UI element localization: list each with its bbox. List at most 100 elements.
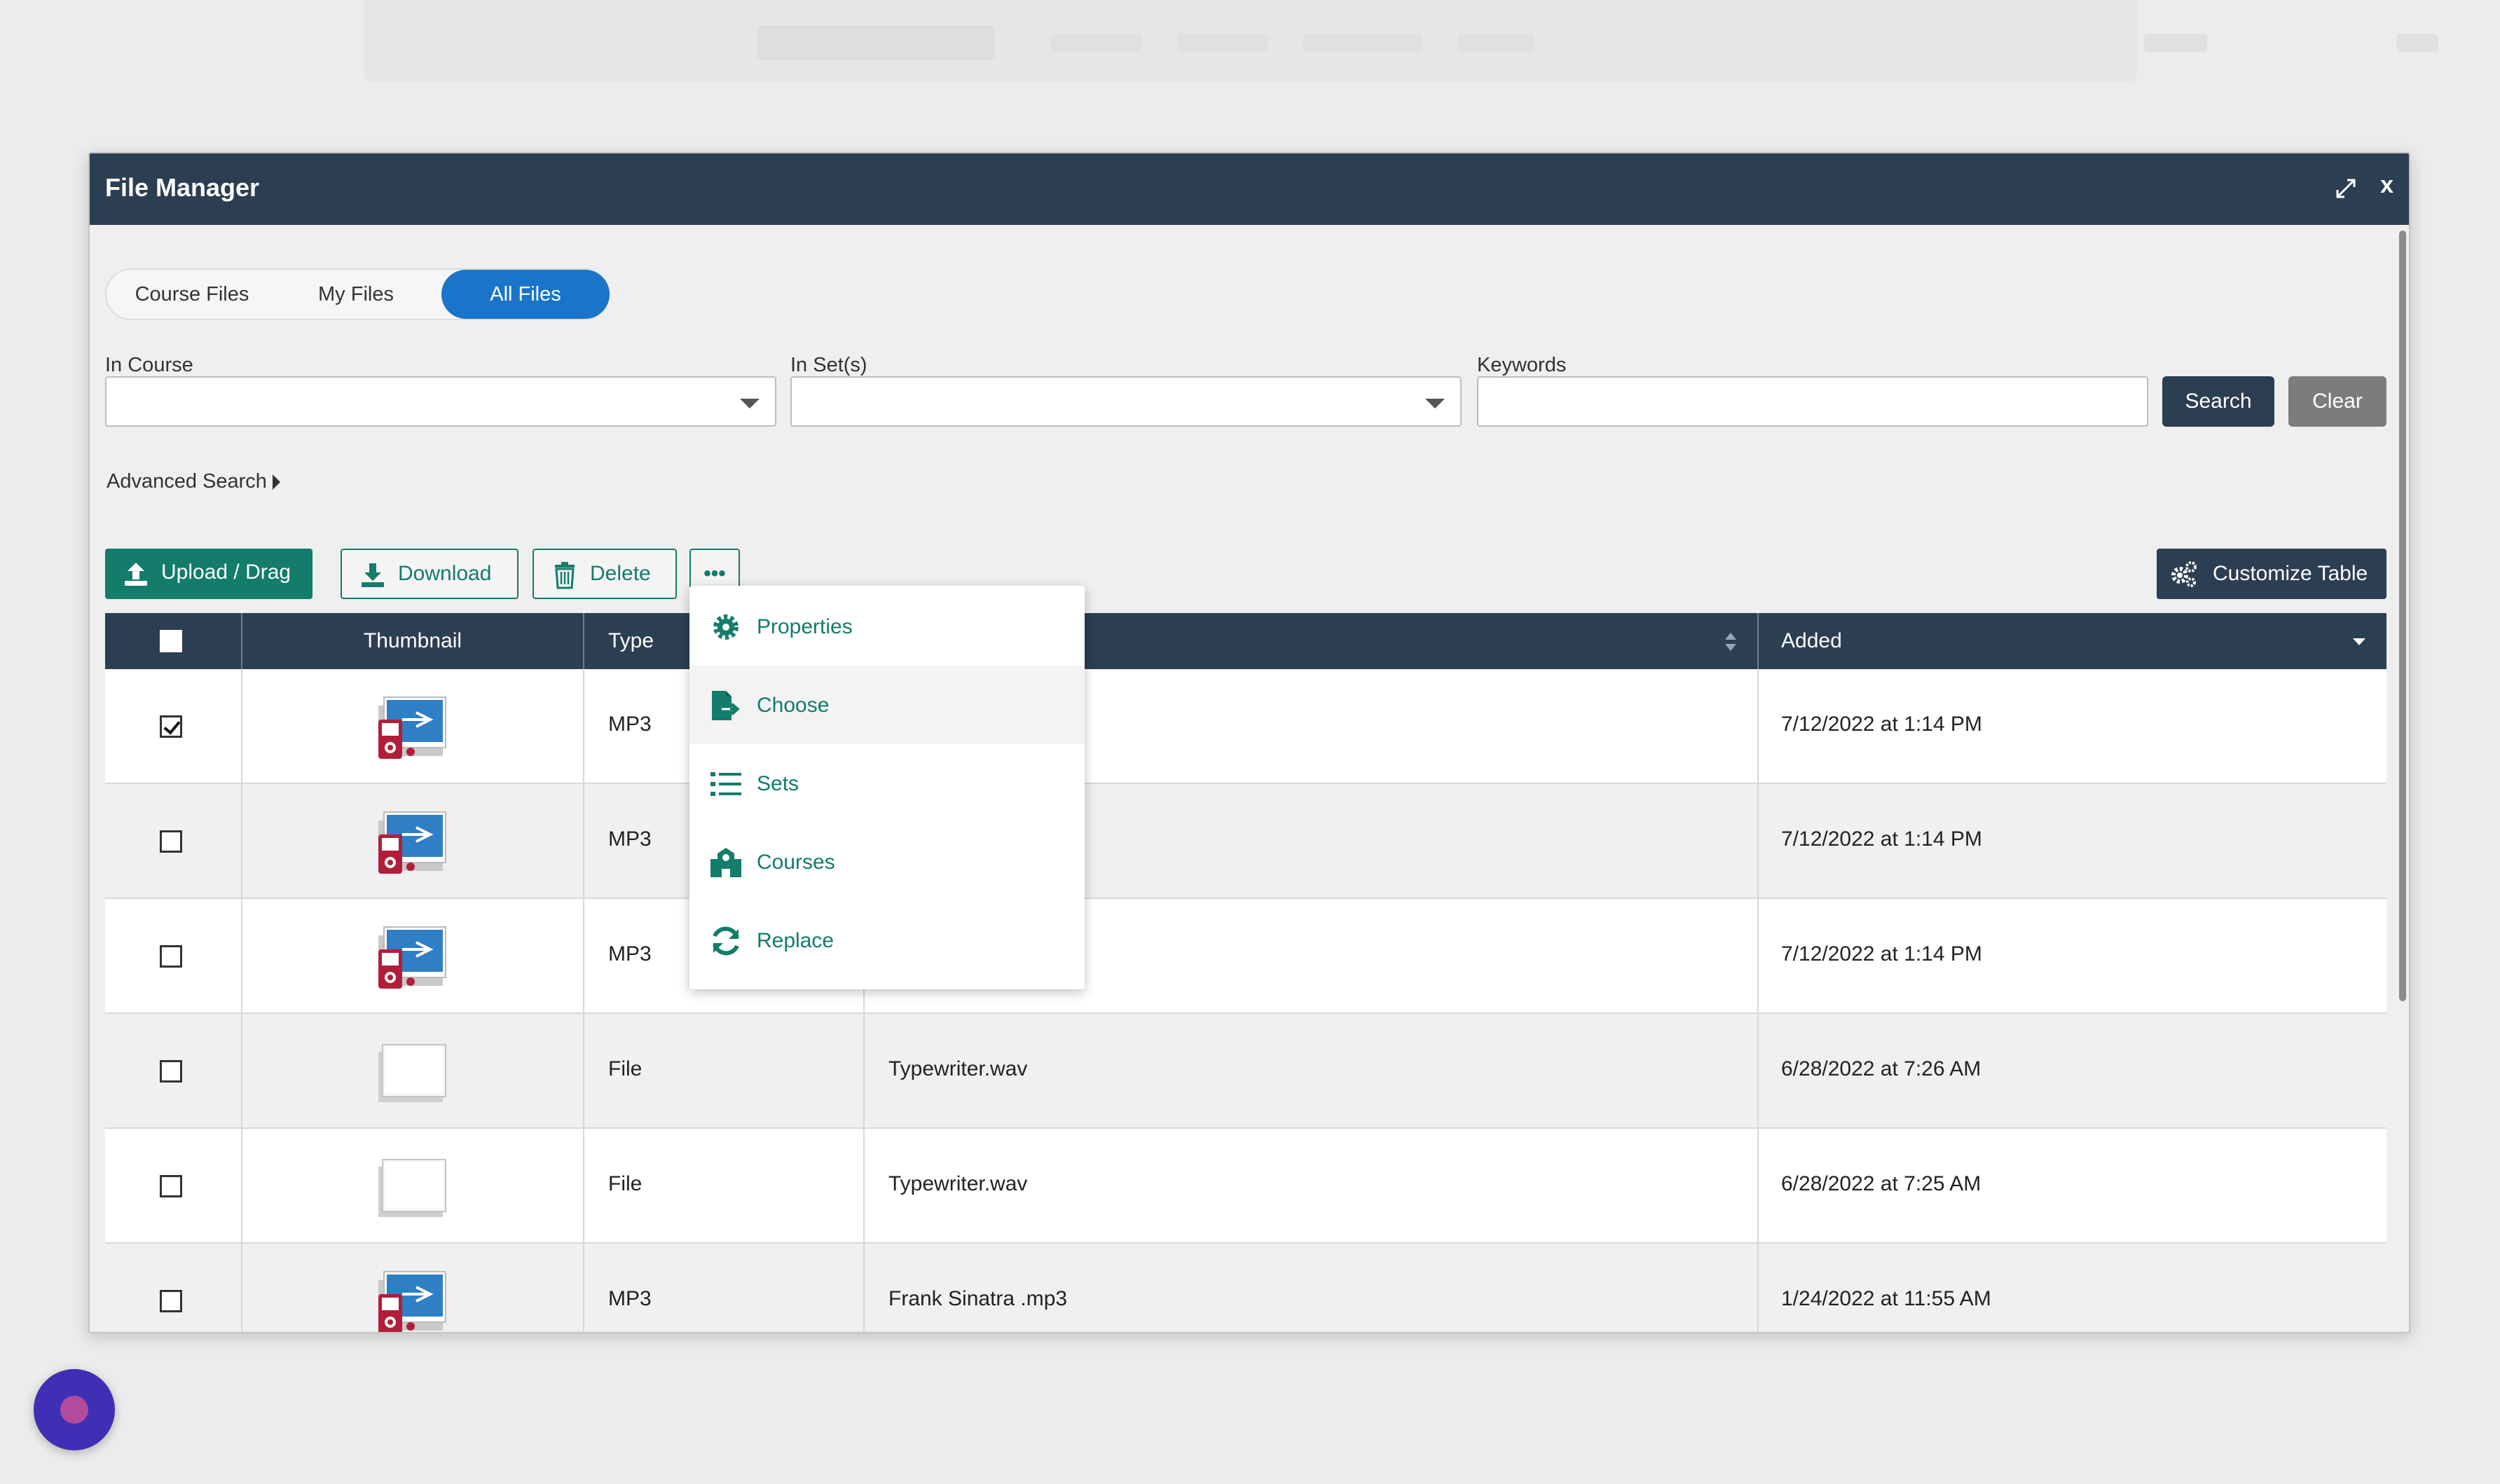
thumbnail-cell bbox=[242, 1129, 584, 1244]
download-icon bbox=[362, 563, 384, 587]
menu-item-sets[interactable]: Sets bbox=[689, 744, 1085, 823]
assistant-launcher-button[interactable] bbox=[34, 1369, 115, 1450]
select-all-cell bbox=[105, 613, 242, 669]
file-type: MP3 bbox=[608, 827, 652, 851]
more-actions-menu: Properties Choose Sets Courses bbox=[689, 586, 1085, 989]
clear-button[interactable]: Clear bbox=[2288, 376, 2386, 427]
table-row[interactable]: MP3 7/12/2022 at 1:14 PM bbox=[105, 669, 2386, 784]
background-nav-item bbox=[2396, 34, 2438, 52]
type-cell: MP3 bbox=[584, 1244, 865, 1332]
type-cell: File bbox=[584, 1014, 865, 1129]
delete-button[interactable]: Delete bbox=[533, 549, 677, 599]
ellipsis-icon: ••• bbox=[703, 562, 726, 585]
file-export-icon bbox=[712, 691, 740, 720]
file-name: Frank Sinatra .mp3 bbox=[888, 1287, 1068, 1310]
thumbnail-cell bbox=[242, 1244, 584, 1332]
thumbnail-cell bbox=[242, 1014, 584, 1129]
background-nav-item bbox=[1457, 34, 1534, 52]
keywords-input[interactable] bbox=[1477, 376, 2148, 427]
background-nav-item bbox=[1303, 34, 1422, 52]
menu-item-label: Sets bbox=[757, 772, 799, 795]
table-row[interactable]: MP3 Frank Sinatra .mp3 1/24/2022 at 11:55 … bbox=[105, 1244, 2386, 1332]
background-logo bbox=[757, 25, 995, 60]
in-sets-label: In Set(s) bbox=[790, 354, 867, 376]
thumbnail-cell bbox=[242, 899, 584, 1014]
chevron-down-icon bbox=[740, 399, 760, 408]
advanced-search-label: Advanced Search bbox=[107, 470, 267, 493]
advanced-search-toggle[interactable]: Advanced Search bbox=[107, 470, 280, 493]
file-type: MP3 bbox=[608, 1287, 652, 1310]
table-row[interactable]: MP3 7/12/2022 at 1:14 PM bbox=[105, 784, 2386, 899]
menu-item-label: Courses bbox=[757, 851, 835, 874]
table-header: Thumbnail Type Added bbox=[105, 613, 2386, 669]
menu-item-replace[interactable]: Replace bbox=[689, 901, 1085, 980]
tab-course-files[interactable]: Course Files bbox=[135, 283, 249, 305]
row-checkbox[interactable] bbox=[160, 1290, 182, 1312]
upload-button[interactable]: Upload / Drag bbox=[105, 549, 312, 599]
search-button[interactable]: Search bbox=[2162, 376, 2274, 427]
school-icon bbox=[710, 848, 741, 877]
audio-file-icon bbox=[378, 811, 446, 874]
tab-all-files[interactable]: All Files bbox=[441, 270, 610, 319]
added-date: 6/28/2022 at 7:25 AM bbox=[1781, 1172, 1982, 1195]
sort-desc-icon[interactable] bbox=[2351, 637, 2367, 647]
background-nav-item bbox=[1051, 34, 1142, 52]
added-cell: 7/12/2022 at 1:14 PM bbox=[1759, 669, 2386, 784]
header-thumbnail[interactable]: Thumbnail bbox=[242, 613, 584, 669]
added-date: 1/24/2022 at 11:55 AM bbox=[1781, 1287, 1991, 1310]
close-button[interactable]: x bbox=[2380, 172, 2393, 198]
blank-file-icon bbox=[378, 1159, 446, 1217]
header-added[interactable]: Added bbox=[1781, 629, 1842, 652]
row-checkbox[interactable] bbox=[160, 830, 182, 853]
row-checkbox[interactable] bbox=[160, 1175, 182, 1197]
checkbox-cell bbox=[105, 669, 242, 784]
name-cell: Typewriter.wav bbox=[865, 1129, 1759, 1244]
menu-item-courses[interactable]: Courses bbox=[689, 823, 1085, 901]
in-sets-select[interactable] bbox=[790, 376, 1462, 427]
customize-table-button[interactable]: Customize Table bbox=[2157, 549, 2386, 599]
select-all-checkbox[interactable] bbox=[160, 630, 182, 652]
name-cell bbox=[865, 669, 1759, 784]
name-cell: Typewriter.wav bbox=[865, 1014, 1759, 1129]
table-row[interactable]: File Typewriter.wav 6/28/2022 at 7:26 AM bbox=[105, 1014, 2386, 1129]
keywords-label: Keywords bbox=[1477, 354, 1567, 376]
background-header bbox=[364, 0, 2438, 81]
expand-icon[interactable] bbox=[2333, 176, 2358, 201]
added-date: 7/12/2022 at 1:14 PM bbox=[1781, 827, 1982, 851]
dialog-titlebar[interactable]: File Manager x bbox=[90, 153, 2409, 225]
row-checkbox[interactable] bbox=[160, 1060, 182, 1083]
menu-item-label: Replace bbox=[757, 929, 835, 952]
type-cell: File bbox=[584, 1129, 865, 1244]
list-icon bbox=[710, 772, 741, 796]
sort-icon bbox=[1725, 633, 1736, 651]
added-cell: 1/24/2022 at 11:55 AM bbox=[1759, 1244, 2386, 1332]
gears-icon bbox=[2171, 561, 2197, 587]
file-name: Typewriter.wav bbox=[888, 1172, 1028, 1195]
file-type: File bbox=[608, 1057, 643, 1080]
delete-label: Delete bbox=[590, 562, 651, 585]
download-label: Download bbox=[398, 562, 492, 585]
blank-file-icon bbox=[378, 1044, 446, 1102]
menu-item-properties[interactable]: Properties bbox=[689, 587, 1085, 666]
header-name[interactable] bbox=[865, 613, 1759, 669]
scrollbar[interactable] bbox=[2399, 231, 2406, 1001]
thumbnail-cell bbox=[242, 784, 584, 899]
added-cell: 6/28/2022 at 7:26 AM bbox=[1759, 1014, 2386, 1129]
checkbox-cell bbox=[105, 1129, 242, 1244]
customize-table-label: Customize Table bbox=[2213, 562, 2368, 585]
file-manager-dialog: File Manager x Course Files My Files All… bbox=[88, 152, 2410, 1333]
download-button[interactable]: Download bbox=[341, 549, 518, 599]
row-checkbox[interactable] bbox=[160, 945, 182, 968]
upload-icon bbox=[125, 563, 147, 586]
table-row[interactable]: File Typewriter.wav 6/28/2022 at 7:25 AM bbox=[105, 1129, 2386, 1244]
table-row[interactable]: MP3 7/12/2022 at 1:14 PM bbox=[105, 899, 2386, 1014]
checkbox-cell bbox=[105, 899, 242, 1014]
menu-item-choose[interactable]: Choose bbox=[689, 666, 1085, 744]
in-course-select[interactable] bbox=[105, 376, 776, 427]
background-nav-item bbox=[2144, 34, 2207, 52]
tab-my-files[interactable]: My Files bbox=[318, 283, 394, 305]
audio-file-icon bbox=[378, 1271, 446, 1332]
added-cell: 6/28/2022 at 7:25 AM bbox=[1759, 1129, 2386, 1244]
file-type: File bbox=[608, 1172, 643, 1195]
row-checkbox[interactable] bbox=[160, 715, 182, 738]
